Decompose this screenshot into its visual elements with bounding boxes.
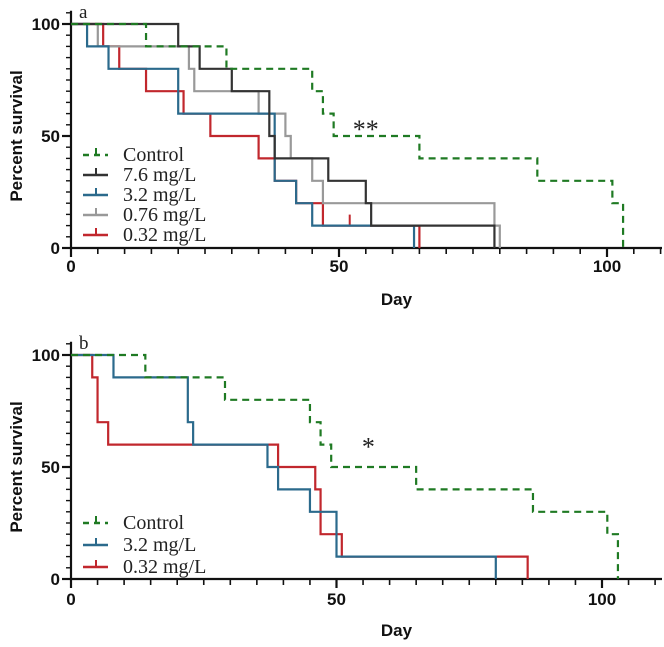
legend-label: Control bbox=[123, 512, 185, 534]
x-tick-label: 50 bbox=[327, 590, 346, 609]
series-line-0-76-mg-l bbox=[71, 22, 501, 248]
x-tick-label: 50 bbox=[330, 257, 349, 276]
x-tick-label: 0 bbox=[66, 257, 75, 276]
legend-label: 0.32 mg/L bbox=[123, 224, 206, 246]
panel-a: 0 50 100 0 50 100 Day Percent survival a Control7… bbox=[7, 2, 662, 309]
legend-label: 0.32 mg/L bbox=[123, 556, 206, 578]
y-tick-label: 0 bbox=[51, 239, 60, 258]
panel-label: b bbox=[79, 333, 89, 354]
legend-label: Control bbox=[123, 144, 185, 166]
y-tick-label: 0 bbox=[51, 570, 60, 589]
y-axis-title: Percent survival bbox=[7, 70, 26, 201]
x-axis-title: Day bbox=[381, 621, 413, 640]
x-tick-label: 0 bbox=[66, 590, 75, 609]
y-tick-label: 50 bbox=[41, 458, 60, 477]
significance-annotation: ** bbox=[353, 115, 379, 144]
legend-label: 3.2 mg/L bbox=[123, 534, 196, 556]
y-tick-label: 50 bbox=[41, 127, 60, 146]
significance-annotation: * bbox=[362, 433, 375, 462]
series-line-7-6-mg-l bbox=[71, 22, 496, 248]
y-tick-label: 100 bbox=[32, 15, 60, 34]
legend-label: 3.2 mg/L bbox=[123, 184, 196, 206]
x-tick-label: 100 bbox=[593, 257, 621, 276]
panel-label: a bbox=[79, 2, 88, 23]
series-line-control bbox=[71, 22, 625, 248]
legend-label: 0.76 mg/L bbox=[123, 204, 206, 226]
y-tick-label: 100 bbox=[32, 346, 60, 365]
y-axis-title: Percent survival bbox=[7, 401, 26, 532]
series-line-control bbox=[71, 353, 620, 579]
legend-label: 7.6 mg/L bbox=[123, 164, 196, 186]
series-line-3-2-mg-l bbox=[71, 22, 416, 248]
series-line-0-32-mg-l bbox=[71, 22, 421, 248]
x-tick-label: 100 bbox=[588, 590, 616, 609]
panel-b: 0 50 100 0 50 100 Day Percent survival b Control3… bbox=[7, 333, 662, 640]
x-axis-title: Day bbox=[381, 290, 413, 309]
